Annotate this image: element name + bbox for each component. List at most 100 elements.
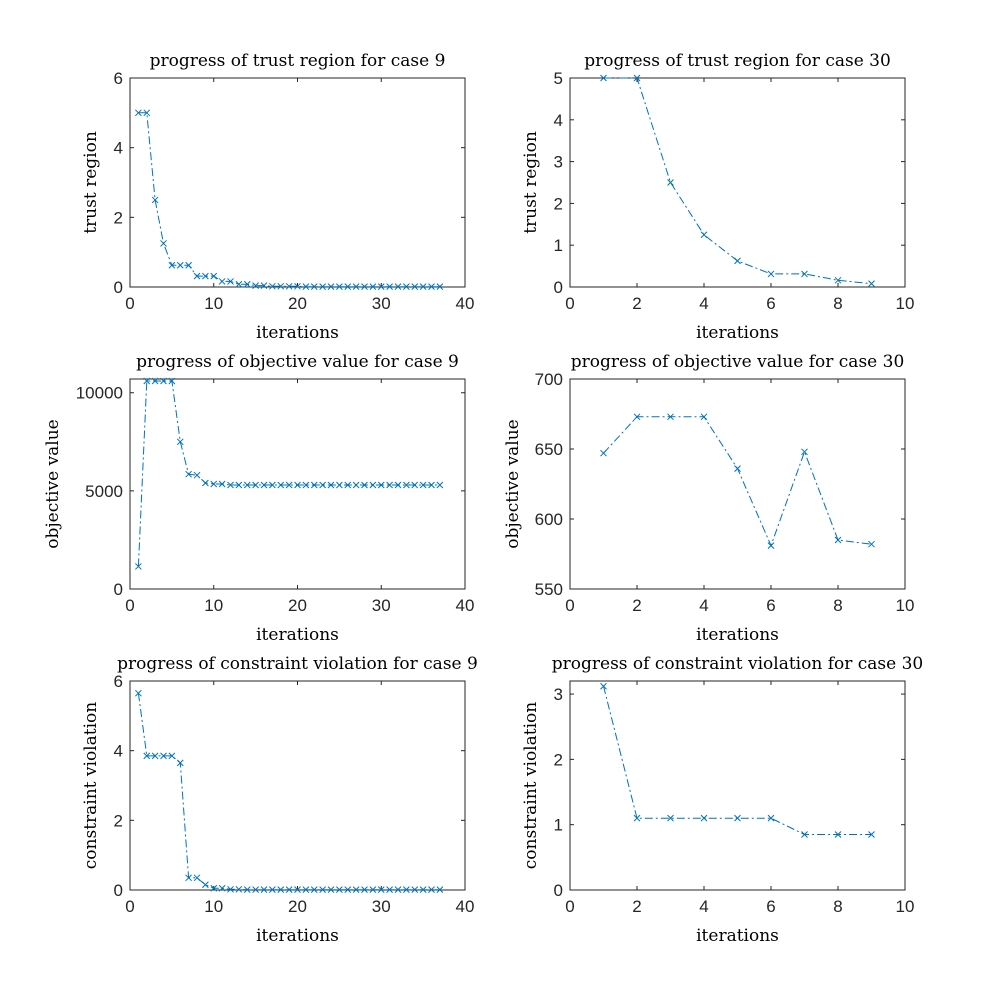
y-tick-label: 10000 [76, 384, 123, 403]
data-point [185, 470, 192, 478]
data-point [801, 448, 808, 456]
data-point [403, 886, 410, 894]
x-tick-label: 10 [896, 596, 915, 615]
x-tick-label: 0 [565, 897, 574, 916]
data-point [369, 481, 377, 489]
data-point [411, 283, 419, 291]
x-tick-label: 2 [632, 897, 641, 916]
data-point [277, 481, 285, 489]
data-point [767, 542, 775, 549]
data-point [428, 886, 435, 894]
y-tick-label: 0 [114, 278, 123, 297]
data-point [252, 481, 259, 489]
subplot-6: 0 2 4 6 8 10 0 1 2 3 progress of constraint violat… [521, 654, 923, 946]
data-point [419, 283, 427, 291]
x-tick-label: 4 [699, 596, 708, 615]
data-point [361, 481, 368, 489]
data-point [202, 479, 209, 487]
data-point [411, 886, 419, 894]
y-tick-label: 0 [554, 881, 563, 900]
data-point [285, 886, 293, 894]
y-tick-label: 6 [114, 672, 123, 691]
data-point [143, 109, 151, 117]
y-tick-label: 0 [114, 881, 123, 900]
data-point [352, 283, 360, 291]
data-point [700, 231, 708, 239]
data-point [269, 481, 276, 489]
y-tick-label: 2 [554, 194, 563, 213]
data-point [243, 481, 251, 489]
x-tick-label: 6 [766, 897, 775, 916]
data-point [633, 413, 641, 421]
x-tick-label: 30 [372, 596, 391, 615]
data-point [210, 272, 218, 280]
y-tick-label: 5 [554, 69, 563, 88]
chart-title: progress of constraint violation for cas… [552, 654, 923, 674]
data-point [327, 886, 335, 894]
y-tick-label: 5000 [85, 482, 123, 501]
y-tick-label: 2 [114, 811, 123, 830]
x-tick-label: 8 [833, 596, 842, 615]
chart-title: progress of constraint violation for cas… [117, 654, 478, 674]
x-tick-label: 4 [699, 897, 708, 916]
data-point [436, 283, 444, 291]
data-point [185, 261, 192, 269]
data-point [143, 752, 151, 760]
data-point [202, 881, 209, 889]
data-point [377, 886, 385, 894]
data-point [361, 283, 368, 291]
data-point [210, 480, 218, 488]
data-point [436, 481, 444, 489]
data-point [218, 884, 226, 892]
x-axis-label: iterations [256, 323, 339, 343]
data-point [302, 886, 310, 894]
data-point [285, 481, 293, 489]
data-point [160, 752, 167, 760]
y-axis-label: constraint violation [81, 702, 101, 869]
data-point [160, 240, 167, 247]
x-tick-label: 40 [456, 294, 475, 313]
data-point [277, 282, 285, 290]
data-point [834, 276, 842, 284]
x-axis-label: iterations [696, 625, 779, 645]
data-point [135, 109, 142, 117]
data-point [369, 886, 377, 894]
data-point [310, 886, 318, 894]
data-point [218, 278, 226, 285]
data-point [185, 874, 192, 882]
data-point [160, 377, 167, 385]
plot-frame [569, 680, 906, 891]
data-point [734, 257, 741, 265]
y-tick-label: 1 [554, 236, 563, 255]
y-tick-label: 6 [114, 69, 123, 88]
y-axis-label: trust region [521, 131, 541, 234]
data-point [151, 377, 159, 385]
data-point [235, 280, 243, 288]
data-point [227, 885, 234, 893]
data-point [600, 74, 607, 82]
data-point [411, 481, 419, 489]
data-point [386, 481, 393, 489]
y-tick-label: 650 [535, 440, 563, 459]
data-point [294, 481, 301, 489]
y-tick-label: 700 [535, 370, 563, 389]
data-point [218, 480, 226, 488]
data-point [143, 377, 151, 385]
data-point [436, 886, 444, 894]
data-point [600, 682, 607, 690]
x-tick-label: 40 [456, 897, 475, 916]
data-point [834, 536, 842, 544]
data-point [633, 814, 641, 822]
subplot-3: 0 10 20 30 40 0 5000 10000 progress of objective… [43, 352, 474, 645]
y-tick-label: 2 [554, 750, 563, 769]
data-point [193, 471, 201, 479]
x-tick-label: 20 [288, 897, 307, 916]
data-point [176, 759, 184, 767]
plot-frame [129, 77, 466, 288]
chart-title: progress of trust region for case 30 [584, 51, 891, 71]
chart-title: progress of objective value for case 30 [571, 352, 905, 372]
x-tick-label: 8 [833, 294, 842, 313]
data-point [319, 481, 326, 489]
data-point [600, 449, 607, 457]
